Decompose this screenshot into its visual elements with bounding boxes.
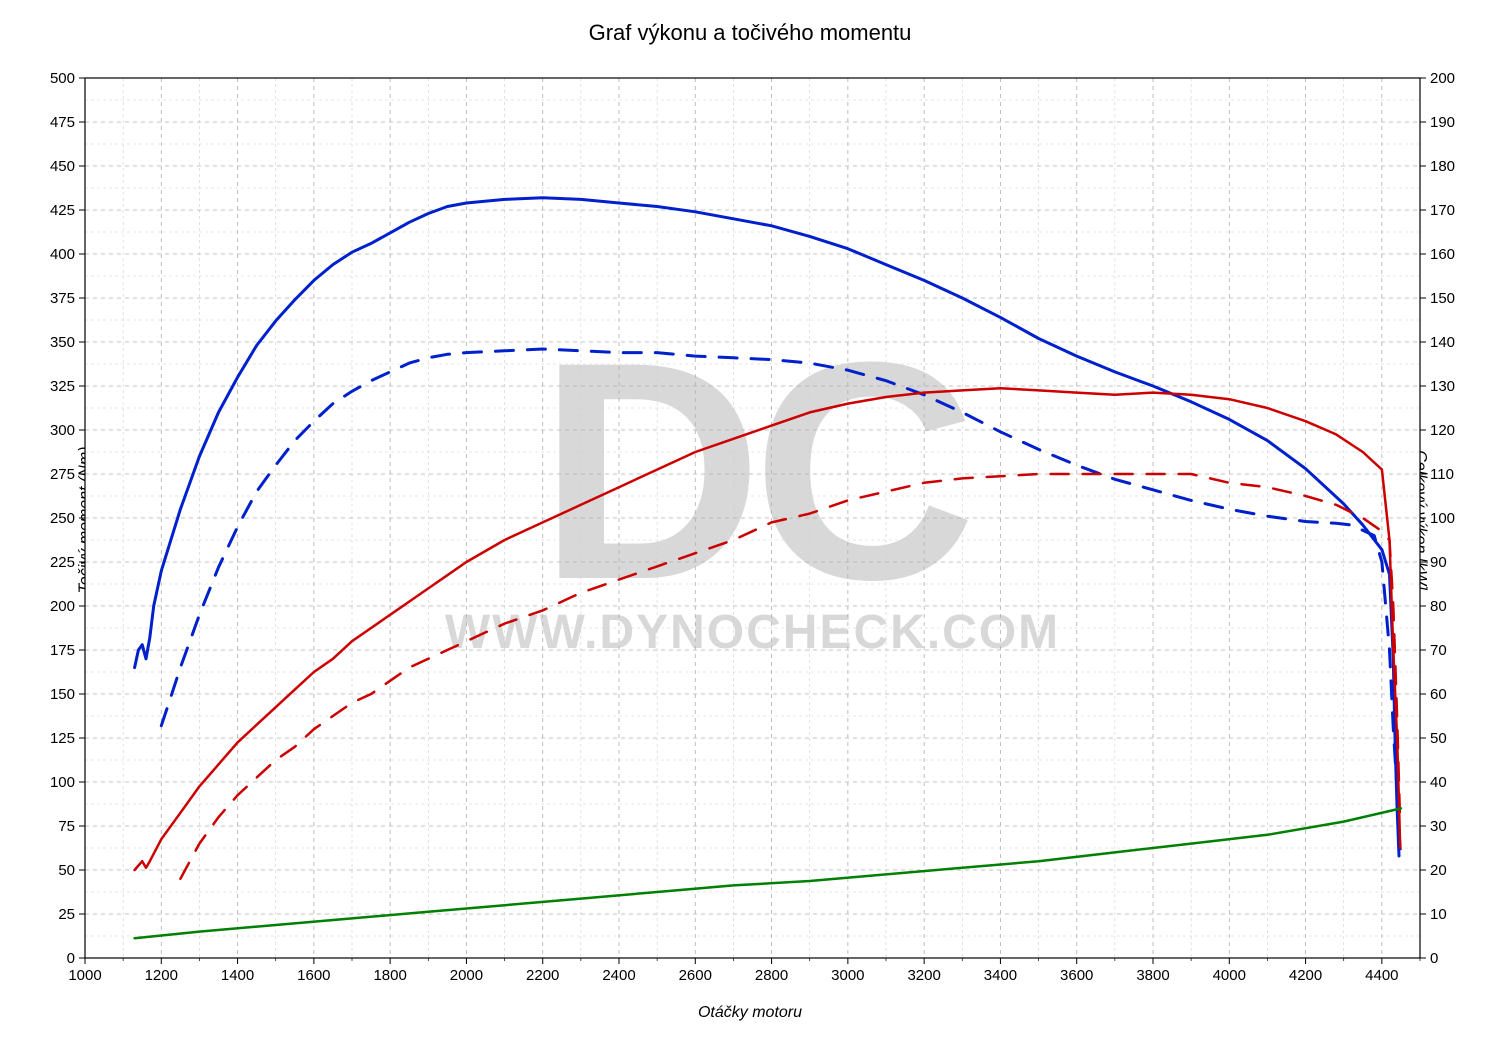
svg-text:1200: 1200 [145, 967, 178, 984]
svg-text:150: 150 [50, 686, 75, 703]
svg-text:160: 160 [1430, 246, 1455, 263]
svg-text:1600: 1600 [297, 967, 330, 984]
svg-text:3800: 3800 [1136, 967, 1169, 984]
svg-text:475: 475 [50, 114, 75, 131]
svg-text:50: 50 [58, 862, 75, 879]
svg-text:350: 350 [50, 334, 75, 351]
svg-text:0: 0 [67, 950, 75, 967]
svg-text:3400: 3400 [984, 967, 1017, 984]
svg-text:100: 100 [50, 774, 75, 791]
svg-text:250: 250 [50, 510, 75, 527]
svg-text:80: 80 [1430, 598, 1447, 615]
chart-container: Graf výkonu a točivého momentu Točivý mo… [0, 0, 1500, 1040]
svg-text:500: 500 [50, 70, 75, 87]
svg-text:40: 40 [1430, 774, 1447, 791]
svg-text:2800: 2800 [755, 967, 788, 984]
svg-text:125: 125 [50, 730, 75, 747]
svg-text:1400: 1400 [221, 967, 254, 984]
svg-text:3200: 3200 [907, 967, 940, 984]
svg-text:1800: 1800 [373, 967, 406, 984]
svg-text:2000: 2000 [450, 967, 483, 984]
svg-text:225: 225 [50, 554, 75, 571]
svg-text:175: 175 [50, 642, 75, 659]
chart-svg: DCWWW.DYNOCHECK.COM100012001400160018002… [0, 0, 1500, 1040]
svg-text:WWW.DYNOCHECK.COM: WWW.DYNOCHECK.COM [445, 606, 1060, 659]
svg-text:75: 75 [58, 818, 75, 835]
svg-text:150: 150 [1430, 290, 1455, 307]
svg-text:450: 450 [50, 158, 75, 175]
svg-text:70: 70 [1430, 642, 1447, 659]
svg-text:2200: 2200 [526, 967, 559, 984]
svg-text:190: 190 [1430, 114, 1455, 131]
svg-text:110: 110 [1430, 466, 1454, 483]
svg-text:275: 275 [50, 466, 75, 483]
svg-text:4000: 4000 [1213, 967, 1246, 984]
svg-text:10: 10 [1430, 906, 1447, 923]
svg-text:375: 375 [50, 290, 75, 307]
svg-text:4200: 4200 [1289, 967, 1322, 984]
svg-text:DC: DC [539, 297, 971, 644]
svg-text:130: 130 [1430, 378, 1455, 395]
svg-text:60: 60 [1430, 686, 1447, 703]
svg-text:2600: 2600 [679, 967, 712, 984]
svg-text:3600: 3600 [1060, 967, 1093, 984]
svg-text:200: 200 [1430, 70, 1455, 87]
svg-text:25: 25 [58, 906, 75, 923]
svg-text:20: 20 [1430, 862, 1447, 879]
svg-text:30: 30 [1430, 818, 1447, 835]
svg-text:400: 400 [50, 246, 75, 263]
svg-text:1000: 1000 [68, 967, 101, 984]
svg-text:200: 200 [50, 598, 75, 615]
svg-text:180: 180 [1430, 158, 1455, 175]
svg-text:300: 300 [50, 422, 75, 439]
svg-text:0: 0 [1430, 950, 1438, 967]
svg-text:100: 100 [1430, 510, 1455, 527]
svg-text:120: 120 [1430, 422, 1455, 439]
svg-text:140: 140 [1430, 334, 1455, 351]
svg-text:2400: 2400 [602, 967, 635, 984]
svg-text:3000: 3000 [831, 967, 864, 984]
svg-text:325: 325 [50, 378, 75, 395]
svg-text:50: 50 [1430, 730, 1447, 747]
svg-text:4400: 4400 [1365, 967, 1398, 984]
svg-text:170: 170 [1430, 202, 1455, 219]
svg-text:90: 90 [1430, 554, 1447, 571]
svg-text:425: 425 [50, 202, 75, 219]
